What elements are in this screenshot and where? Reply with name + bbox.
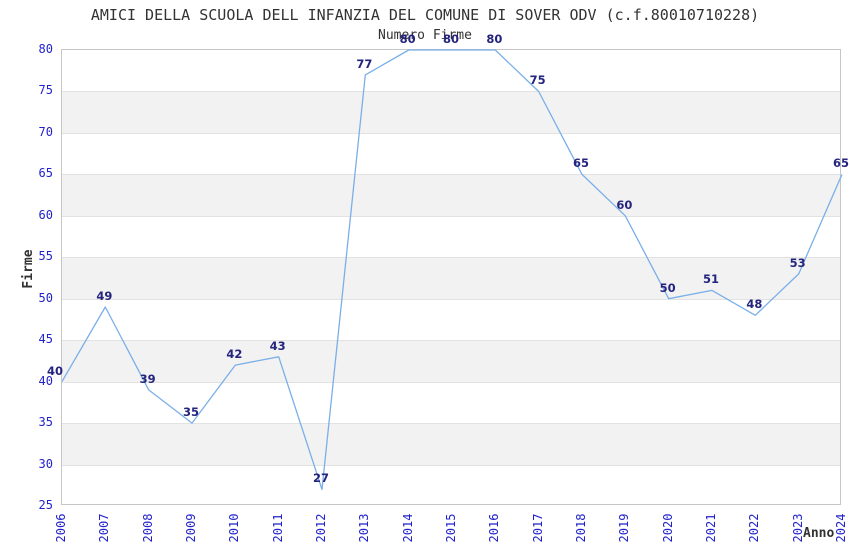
x-tick-label: 2021	[704, 513, 718, 543]
series-line	[61, 49, 843, 491]
data-point-label: 48	[746, 297, 763, 312]
gridline	[62, 340, 840, 342]
x-tick-label: 2017	[530, 513, 545, 543]
gridline	[62, 132, 840, 134]
x-tick-label: 2015	[444, 513, 458, 543]
y-tick-label: 60	[38, 207, 53, 222]
gridline	[62, 464, 840, 466]
x-tick-label: 2024	[834, 513, 848, 543]
data-point-label: 27	[312, 471, 330, 486]
gridline	[62, 298, 840, 300]
y-tick-label: 75	[38, 83, 53, 98]
data-point-label: 39	[139, 371, 156, 386]
data-point-label: 51	[702, 272, 720, 287]
x-tick-label: 2008	[140, 513, 155, 543]
x-tick-label: 2016	[487, 513, 502, 543]
data-point-label: 60	[616, 197, 633, 212]
data-point-label: 49	[96, 289, 113, 304]
gridline	[62, 215, 840, 217]
y-tick-label: 50	[38, 290, 53, 305]
x-tick-label: 2013	[357, 513, 372, 543]
y-tick-label: 30	[38, 456, 53, 471]
data-point-label: 42	[226, 347, 243, 362]
series-line-svg	[61, 49, 843, 491]
gridline	[62, 381, 840, 383]
x-axis-title: Anno	[803, 526, 835, 541]
data-point-label: 50	[659, 280, 676, 295]
plot-area	[61, 49, 843, 505]
data-point-label: 75	[529, 73, 546, 88]
chart-subtitle: Numero Firme	[378, 28, 472, 43]
gridline	[62, 91, 840, 93]
x-tick-label: 2006	[54, 513, 68, 543]
x-tick-label: 2018	[574, 513, 588, 543]
x-tick-label: 2019	[617, 513, 632, 543]
x-tick-label: 2007	[97, 513, 112, 543]
x-tick-label: 2011	[270, 513, 285, 543]
data-point-label: 77	[356, 56, 373, 71]
y-tick-label: 45	[38, 332, 53, 347]
data-point-label: 43	[269, 338, 286, 353]
y-tick-label: 70	[38, 124, 53, 139]
data-point-label: 35	[182, 405, 200, 420]
data-point-label: 40	[46, 363, 64, 378]
x-tick-label: 2009	[184, 513, 198, 543]
gridline	[62, 423, 840, 425]
grid-band	[62, 174, 840, 216]
gridline	[62, 257, 840, 259]
y-tick-label: 25	[38, 498, 53, 512]
grid-band	[62, 257, 840, 299]
y-tick-label: 40	[38, 373, 53, 388]
grid-band	[62, 340, 840, 382]
x-tick-label: 2010	[227, 513, 242, 543]
data-point-label: 80	[442, 32, 460, 46]
y-tick-label: 65	[38, 166, 53, 181]
x-tick-label: 2014	[400, 513, 415, 543]
data-point-label: 80	[486, 32, 503, 46]
x-tick-label: 2022	[747, 513, 762, 543]
y-tick-label: 55	[38, 249, 53, 264]
x-tick-label: 2012	[314, 513, 328, 543]
gridline	[62, 174, 840, 176]
y-tick-label: 35	[38, 415, 53, 430]
grid-band	[62, 91, 840, 133]
data-point-label: 65	[572, 156, 590, 171]
y-tick-label: 80	[38, 42, 53, 56]
chart-title: AMICI DELLA SCUOLA DELL INFANZIA DEL COM…	[90, 6, 760, 24]
x-tick-label: 2020	[660, 513, 675, 543]
data-point-label: 80	[399, 32, 416, 46]
data-point-label: 53	[789, 255, 806, 270]
data-point-label: 65	[832, 156, 850, 171]
grid-band	[62, 423, 840, 465]
